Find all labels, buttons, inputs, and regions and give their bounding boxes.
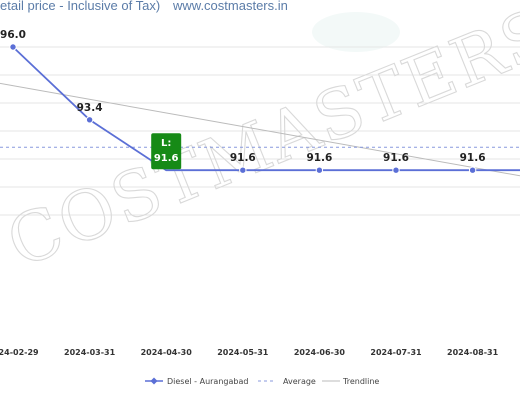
x-tick-label: 2024-02-29	[0, 348, 39, 357]
x-axis-ticks: 2024-02-29 2024-03-31 2024-04-30 2024-05-31…	[0, 348, 499, 357]
low-annotation: L: 91.6	[151, 133, 182, 170]
legend: Diesel - Aurangabad Average Trendline	[145, 377, 379, 386]
data-label: 91.6	[306, 152, 332, 164]
trendline	[0, 82, 520, 177]
gridlines	[0, 46, 520, 216]
x-tick-label: 2024-04-30	[141, 348, 193, 357]
series-point[interactable]	[85, 116, 94, 124]
x-tick-label: 2024-07-31	[370, 348, 422, 357]
series-point[interactable]	[315, 166, 324, 174]
legend-series-diamond-icon	[150, 377, 158, 385]
series-point[interactable]	[392, 166, 400, 174]
series-points	[9, 43, 477, 174]
x-tick-label: 2024-08-31	[447, 348, 499, 357]
low-annotation-prefix: L:	[161, 138, 171, 149]
x-tick-label: 2024-03-31	[64, 348, 116, 357]
series-line	[12, 46, 520, 172]
legend-item-average[interactable]: Average	[283, 377, 316, 386]
series-point[interactable]	[239, 166, 247, 174]
data-label: 96.0	[0, 29, 26, 41]
series-point[interactable]	[9, 43, 17, 51]
data-label: 91.6	[460, 152, 486, 164]
watermark: COSTMASTERS	[0, 0, 520, 284]
data-labels: 96.0 93.4 91.6 91.6 91.6 91.6	[0, 29, 486, 164]
data-label: 93.4	[77, 102, 103, 114]
chart-subtitle: etail price - Inclusive of Tax)	[0, 0, 160, 13]
decorative-blob	[312, 12, 400, 52]
data-label: 91.6	[383, 152, 409, 164]
series-point[interactable]	[468, 166, 477, 174]
site-link[interactable]: www.costmasters.in	[172, 0, 288, 13]
x-tick-label: 2024-06-30	[294, 348, 346, 357]
low-annotation-value: 91.6	[154, 153, 179, 164]
legend-item-trendline[interactable]: Trendline	[342, 377, 379, 386]
low-annotation-box	[151, 133, 182, 170]
data-label: 91.6	[230, 152, 256, 164]
legend-item-series[interactable]: Diesel - Aurangabad	[167, 377, 248, 386]
x-tick-label: 2024-05-31	[217, 348, 269, 357]
